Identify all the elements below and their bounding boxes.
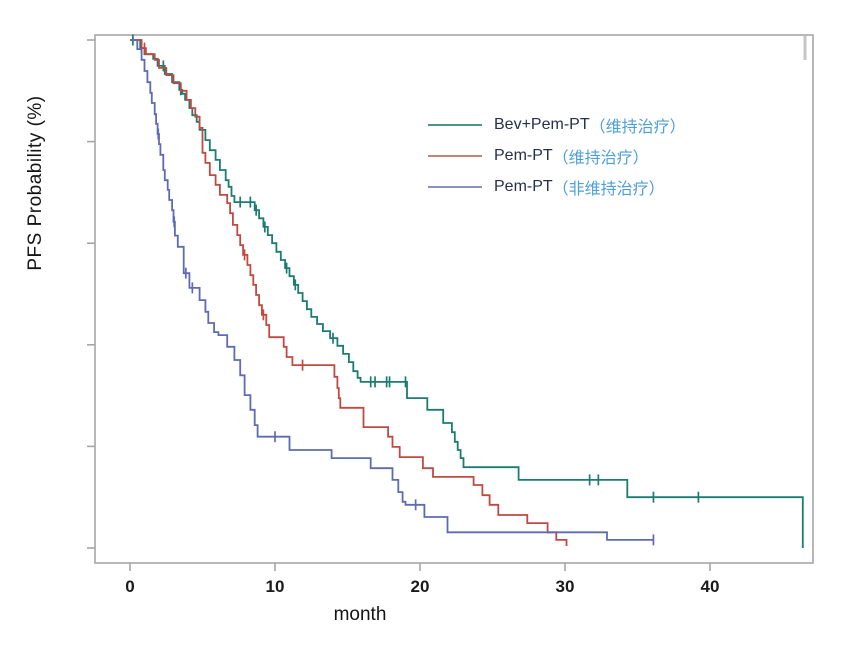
legend-label-en: Bev+Pem-PT — [494, 116, 590, 133]
plot-border — [94, 34, 814, 564]
x-axis-title: month — [333, 604, 387, 625]
x-axis-tick-label: 40 — [701, 577, 720, 596]
x-axis-tick-label: 10 — [266, 577, 285, 596]
x-axis-tick-label: 0 — [125, 577, 134, 596]
legend-item-pem-pt-maint: Pem-PT （维持治疗） — [428, 145, 686, 167]
km-curve-pem-pt-feiweihu — [130, 39, 654, 541]
legend-line-swatch — [428, 124, 482, 126]
legend-line-swatch — [428, 155, 482, 157]
legend-item-pem-pt-nonmaint: Pem-PT （非维持治疗） — [428, 176, 686, 198]
legend-label-en: Pem-PT — [494, 147, 553, 164]
legend-line-swatch — [428, 186, 482, 188]
legend-label-zh: （维持治疗） — [589, 119, 686, 136]
x-axis-tick-label: 20 — [411, 577, 430, 596]
legend: Bev+Pem-PT （维持治疗） Pem-PT （维持治疗） Pem-PT （… — [428, 114, 686, 207]
y-axis-title: PFS Probability (%) — [25, 95, 46, 271]
legend-label-en: Pem-PT — [494, 178, 553, 195]
legend-label-zh: （非维持治疗） — [552, 181, 665, 198]
legend-item-bev-pem-pt: Bev+Pem-PT （维持治疗） — [428, 114, 686, 136]
x-axis-tick-label: 30 — [556, 577, 575, 596]
legend-label-zh: （维持治疗） — [552, 150, 649, 167]
km-curve-pem-pt-weihu — [130, 39, 568, 546]
